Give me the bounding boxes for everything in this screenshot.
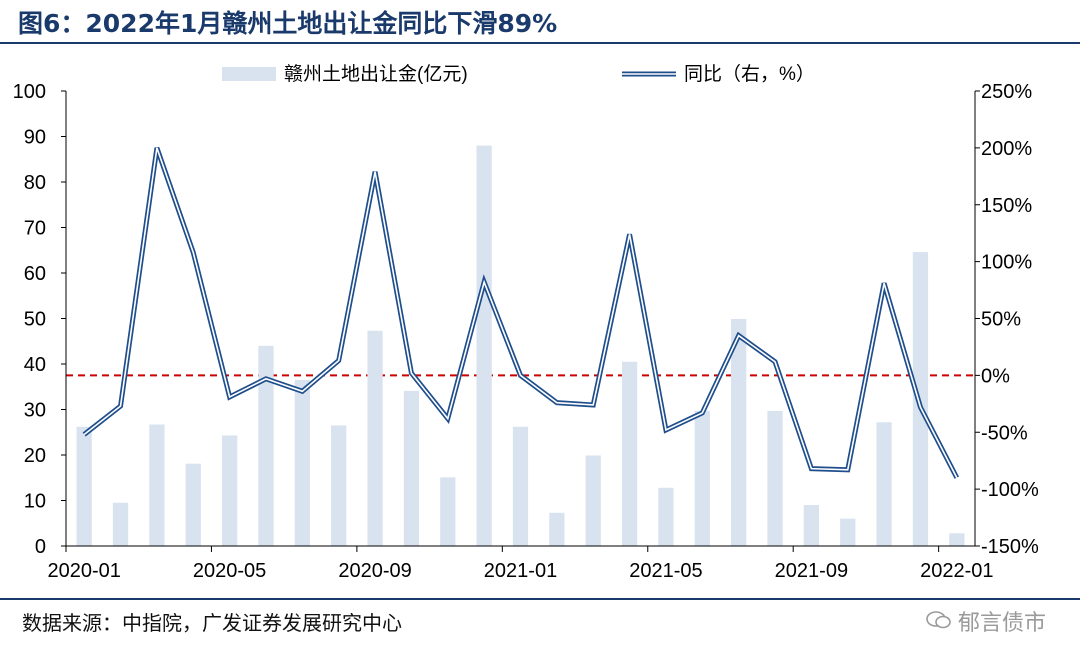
bar	[949, 533, 965, 546]
left-tick-label: 70	[24, 218, 46, 240]
axes: 0 10 20 30 40 50 60 70 80 90 100 -150% -100% -50% 0% 50…	[13, 81, 1039, 582]
bar	[840, 518, 856, 546]
footer-divider	[0, 598, 1080, 600]
title-divider	[0, 42, 1080, 44]
bar	[767, 410, 783, 546]
bar	[221, 435, 238, 546]
right-tick-label: 250%	[981, 81, 1032, 103]
bar	[440, 477, 456, 546]
bar-series	[76, 145, 965, 546]
bar	[112, 502, 129, 546]
x-tick-label: 2020-09	[338, 560, 411, 582]
right-tick-label: -150%	[981, 536, 1039, 558]
x-tick-label: 2020-01	[47, 560, 120, 582]
legend-bar-label: 赣州土地出让金(亿元)	[284, 63, 468, 85]
bar	[367, 330, 383, 546]
right-tick-label: -50%	[981, 422, 1028, 444]
line-series	[82, 147, 960, 479]
bar	[694, 410, 710, 546]
left-tick-label: 90	[24, 127, 46, 149]
bar	[149, 424, 165, 546]
legend: 赣州土地出让金(亿元) 同比（右，%）	[222, 63, 815, 85]
bar	[585, 455, 601, 546]
bar	[512, 426, 529, 546]
left-tick-label: 20	[24, 445, 46, 467]
legend-line-label: 同比（右，%）	[684, 63, 815, 85]
left-tick-label: 60	[24, 263, 46, 285]
right-tick-label: 100%	[981, 252, 1032, 274]
bar	[658, 487, 674, 546]
bar	[731, 318, 747, 546]
bar	[331, 425, 347, 546]
x-tick-label: 2021-01	[484, 560, 557, 582]
bar	[803, 505, 820, 546]
left-tick-label: 30	[24, 400, 46, 422]
bar	[294, 379, 310, 546]
right-tick-label: 50%	[981, 309, 1021, 331]
chart: 0 10 20 30 40 50 60 70 80 90 100 -150% -100% -50% 0% 50…	[13, 63, 1039, 582]
bar	[76, 426, 92, 546]
yoy-line	[83, 147, 958, 479]
watermark: 郁言债市	[926, 605, 1046, 637]
left-tick-label: 40	[24, 354, 46, 376]
x-tick-label: 2020-05	[193, 560, 266, 582]
bar	[621, 361, 638, 546]
legend-bar-swatch	[222, 67, 276, 81]
watermark-text: 郁言债市	[957, 611, 1046, 636]
chart-title: 图6：2022年1月赣州土地出让金同比下滑89%	[18, 9, 558, 38]
left-tick-label: 0	[35, 536, 46, 558]
wechat-icon	[926, 610, 952, 636]
bar	[403, 390, 420, 546]
left-tick-label: 100	[13, 81, 46, 103]
right-tick-label: 0%	[981, 365, 1010, 387]
bar	[185, 463, 201, 546]
source-note: 数据来源：中指院，广发证券发展研究中心	[22, 611, 402, 635]
left-tick-label: 80	[24, 172, 46, 194]
bar	[549, 512, 565, 546]
bar	[876, 422, 892, 546]
x-tick-label: 2021-09	[775, 560, 848, 582]
bar	[258, 345, 274, 546]
left-tick-label: 10	[24, 491, 46, 513]
bar	[476, 145, 492, 546]
left-tick-label: 50	[24, 309, 46, 331]
right-tick-label: -100%	[981, 479, 1039, 501]
right-tick-label: 200%	[981, 138, 1032, 160]
right-tick-label: 150%	[981, 195, 1032, 217]
x-tick-label: 2021-05	[629, 560, 702, 582]
x-tick-label: 2022-01	[920, 560, 993, 582]
